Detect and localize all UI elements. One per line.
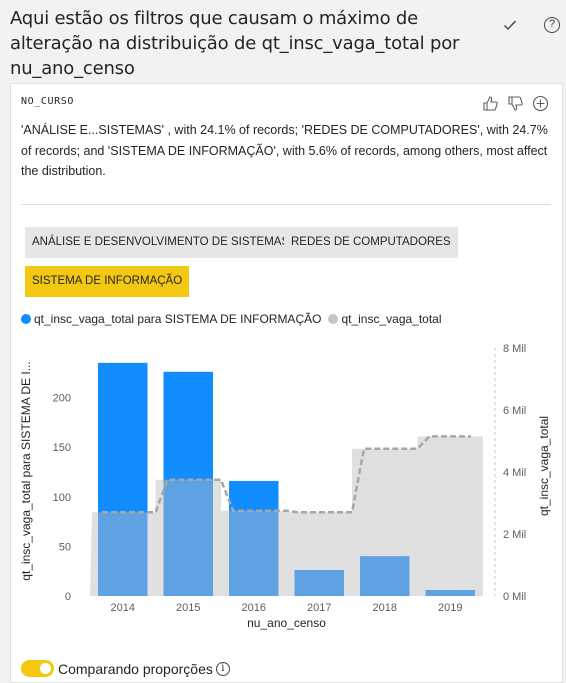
bar-overlap-2014 [98,512,148,596]
total-area [90,436,483,596]
help-icon-label: ? [544,17,560,33]
header: Aqui estão os filtros que causam o máxim… [0,0,566,80]
field-name: NO_CURSO [21,96,74,107]
bar-chart: 0 Mil 2 Mil 4 Mil 6 Mil 8 Mil 0 50 100 150 200 201… [19,343,551,630]
insight-description: 'ANÁLISE E...SISTEMAS' , with 24.1% of r… [21,123,548,178]
legend-dot [328,314,339,324]
bar-overlap-2016 [229,510,279,596]
left-tick-label: 50 [59,541,71,553]
left-axis-title: qt_insc_vaga_total para SISTEMA DE I... [19,361,33,580]
x-tick-label: 2018 [373,602,397,614]
left-tick-label: 150 [53,442,71,454]
page-title: Aqui estão os filtros que causam o máxim… [10,8,460,79]
bar-overlap-2018 [360,556,410,596]
thumbs-down-icon[interactable] [506,94,525,113]
bar-overlap-2017 [294,570,344,596]
total-line [102,435,471,514]
right-tick-label: 2 Mil [503,529,526,541]
compare-toggle-row: Comparando proporções i [21,660,230,677]
compare-toggle-label: Comparando proporções [58,660,213,677]
x-tick-label: 2016 [242,602,266,614]
help-icon[interactable]: ? [541,14,563,36]
x-axis-title: nu_ano_censo [247,616,326,630]
check-icon[interactable] [499,14,521,36]
bar-overlap-2015 [163,479,213,596]
card-actions [481,94,550,113]
add-icon[interactable] [531,94,550,113]
legend-item-primary[interactable]: qt_insc_vaga_total para SISTEMA DE INFOR… [21,312,321,326]
legend-dot [21,314,31,324]
right-tick-label: 4 Mil [503,467,526,479]
right-tick-label: 0 Mil [503,591,526,603]
x-tick-label: 2017 [307,602,331,614]
filter-chip-sistema-informacao[interactable]: SISTEMA DE INFORMAÇÃO [25,266,190,297]
x-tick-label: 2015 [176,602,200,614]
left-tick-label: 0 [65,591,71,603]
right-axis-title: qt_insc_vaga_total [537,416,551,516]
legend-item-total[interactable]: qt_insc_vaga_total [328,312,442,326]
compare-toggle[interactable] [21,660,54,677]
filter-chip-analise-desenvolvimento[interactable]: ANÁLISE E DESENVOLVIMENTO DE SISTEMAS [25,227,297,258]
left-tick-label: 100 [53,492,71,504]
check-icon-glyph [504,20,517,31]
legend-label: qt_insc_vaga_total [341,312,442,326]
divider [21,204,551,205]
right-tick-label: 8 Mil [503,343,526,355]
x-tick-label: 2014 [111,602,135,614]
x-tick-label: 2019 [438,602,462,614]
filter-chip-redes-computadores[interactable]: REDES DE COMPUTADORES [284,227,458,258]
chart-legend: qt_insc_vaga_total para SISTEMA DE INFOR… [21,312,449,326]
right-tick-label: 6 Mil [503,405,526,417]
insight-card: NO_CURSO 'ANÁLISE E...SISTEMAS' , with 2… [10,83,563,683]
left-tick-label: 200 [53,393,71,405]
info-icon[interactable]: i [215,661,230,676]
thumbs-up-icon[interactable] [481,94,500,113]
legend-label: qt_insc_vaga_total para SISTEMA DE INFOR… [34,312,322,326]
bar-overlap-2019 [425,590,475,596]
